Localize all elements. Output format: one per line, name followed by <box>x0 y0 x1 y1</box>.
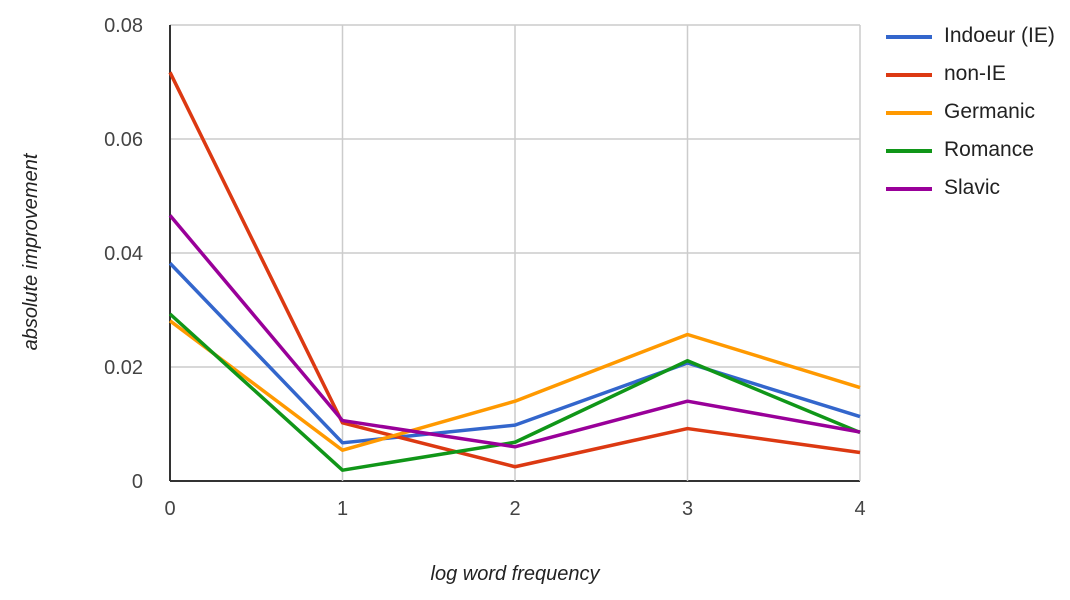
legend-item: Romance <box>886 134 1066 165</box>
x-tick-label: 2 <box>509 498 520 520</box>
y-axis-title: absolute improvement <box>20 152 42 350</box>
series-line-non-ie <box>168 71 861 469</box>
legend-label: Germanic <box>944 100 1036 123</box>
legend-item: non-IE <box>886 58 1066 89</box>
legend-label: Indoeur (IE) <box>944 24 1055 47</box>
legend-swatch <box>886 149 932 153</box>
x-tick-label: 0 <box>164 498 175 520</box>
x-tick-label: 1 <box>337 498 348 520</box>
x-tick-label: 4 <box>854 498 865 520</box>
series-line-romance <box>168 312 861 472</box>
series-line-slavic <box>168 214 861 449</box>
series-line-germanic <box>168 319 861 452</box>
gridlines <box>169 24 861 482</box>
legend-item: Germanic <box>886 96 1066 127</box>
legend-swatch <box>886 35 932 39</box>
y-tick-label: 0 <box>132 471 143 493</box>
legend-item: Slavic <box>886 172 1066 203</box>
legend-swatch <box>886 187 932 191</box>
legend-label: non-IE <box>944 62 1006 85</box>
legend-swatch <box>886 73 932 77</box>
legend-item: Indoeur (IE) <box>886 20 1066 51</box>
series-line-indoeur-ie <box>168 262 861 445</box>
x-tick-label: 3 <box>682 498 693 520</box>
y-tick-label: 0.02 <box>104 357 143 379</box>
legend-label: Romance <box>944 138 1034 161</box>
legend: Indoeur (IE) non-IE Germanic Romance Slavic <box>886 20 1066 210</box>
x-axis-title: log word frequency <box>431 563 601 585</box>
legend-label: Slavic <box>944 176 1001 199</box>
y-tick-label: 0.06 <box>104 129 143 151</box>
y-tick-label: 0.08 <box>104 15 143 37</box>
series-lines <box>168 71 861 472</box>
legend-swatch <box>886 111 932 115</box>
y-tick-label: 0.04 <box>104 243 143 265</box>
tick-labels: 0 0.02 0.04 0.06 0.08 0 1 2 3 4 <box>104 15 866 520</box>
